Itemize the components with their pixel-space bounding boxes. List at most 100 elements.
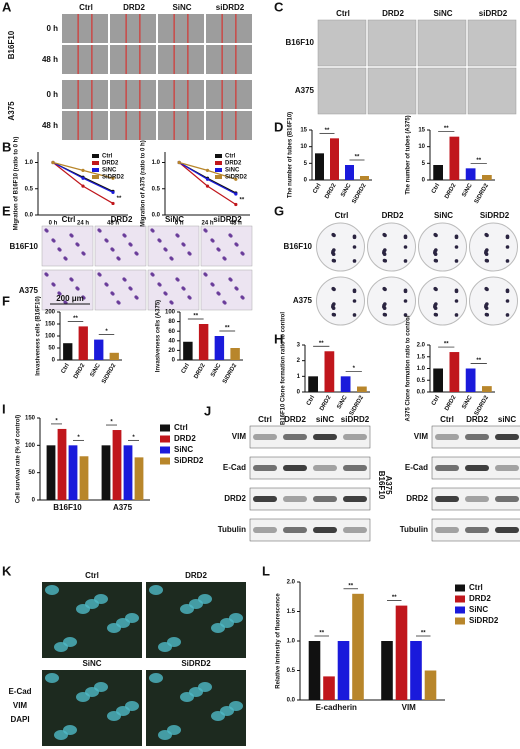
y-tick-label: 150 [25,416,36,422]
colony [352,259,357,263]
tube-image [467,19,517,67]
blot-label: VIM [414,432,429,441]
colony [382,305,386,309]
scratch-image [62,80,108,109]
cell-dot [164,292,168,296]
point [111,176,115,180]
colony-plate [367,222,416,272]
colony-plate [316,222,365,272]
column-label: Ctrl [440,415,454,424]
colony [484,305,488,309]
y-tick-label: 0 [32,498,36,504]
cell-dot [111,248,115,252]
colony [332,233,336,238]
significance: ** [392,595,397,601]
significance: ** [319,341,324,347]
nucleus [45,585,59,595]
cell-dot [176,234,180,238]
colony-plate [469,276,518,326]
invasion-image [147,225,200,267]
row-label: 48 h [42,121,58,130]
bar [109,352,119,360]
legend-label: SiDRD2 [225,175,248,181]
scratch-image [158,80,204,109]
tube-image [317,19,367,67]
bar [134,457,144,500]
colony [352,313,357,317]
x-tick-label: SiDRD2 [474,394,491,417]
bar [101,445,111,500]
blot-band [495,434,519,440]
legend-swatch [455,595,465,603]
column-label: siNC [498,415,516,424]
cell-dot [135,252,139,256]
row-label: B16F10 [284,242,313,251]
legend-swatch [92,168,99,172]
x-tick-label: DRD2 [324,182,338,200]
row-label: 48 h [42,55,58,64]
y-tick-label: 0.5 [287,668,296,674]
x-tick-label: SiDRD2 [222,362,239,385]
scratch-image [110,80,156,109]
colony-plate [418,276,467,326]
colony [433,305,437,309]
x-tick-label: 48 h [107,221,119,227]
y-tick-label: 0.5 [417,378,426,384]
bar [410,641,422,700]
scratch-image [206,111,252,140]
blot-box [249,487,371,511]
y-tick-label: 1.5 [287,609,296,615]
legend-label: SiNC [469,605,488,614]
legend-swatch [215,154,222,158]
colony [403,299,408,303]
column-label: siDRD2 [479,9,508,18]
cell-dot [52,239,56,243]
colony [352,245,357,249]
colony [383,313,388,317]
x-tick-label: DRD2 [444,182,458,200]
blot-band [313,465,337,471]
column-label: DRD2 [382,211,404,220]
colony [382,251,386,255]
row-label: A375 [293,296,313,305]
colony [383,233,387,238]
point [81,184,85,188]
scratch-image [158,14,204,43]
x-tick-label: VIM [402,703,417,712]
colony-plate [316,276,365,326]
row-label: B16F10 [10,242,39,251]
legend-swatch [160,457,170,465]
bar [308,641,321,700]
y-axis-title: The number of tubes (A375) [406,115,412,194]
colony [352,234,357,239]
x-tick-label: Ctrl [431,395,442,407]
colony [403,234,408,239]
y-tick-label: 0 [297,390,301,396]
column-label: DRD2 [111,215,133,224]
cell-dot [151,273,155,277]
x-tick-label: 24 h [201,221,213,227]
cell-dot [164,248,168,252]
significance: ** [348,583,353,589]
blot-label: E-Cad [223,463,246,472]
cell-dot [188,252,192,256]
legend-label: SiNC [102,168,117,174]
column-label: DRD2 [123,3,145,12]
y-tick-label: 0 [304,178,308,184]
significance: * [110,420,113,426]
legend-label: Ctrl [174,423,188,432]
significance: ** [355,155,360,161]
y-tick-label: 1.0 [152,160,161,166]
y-tick-label: 2 [297,358,301,364]
blot-band [465,434,489,440]
x-tick-label: SiNC [210,362,223,378]
cell-dot [123,234,127,238]
cell-dot [151,229,155,233]
x-tick-label: E-cadherin [316,703,357,712]
y-tick-label: 0.0 [417,390,426,396]
y-axis-title: A375 Clone formation ratio to control [406,315,412,421]
y-tick-label: 100 [25,443,36,449]
y-tick-label: 150 [45,322,56,328]
bar [381,641,393,700]
x-tick-label: SiDRD2 [101,362,118,385]
